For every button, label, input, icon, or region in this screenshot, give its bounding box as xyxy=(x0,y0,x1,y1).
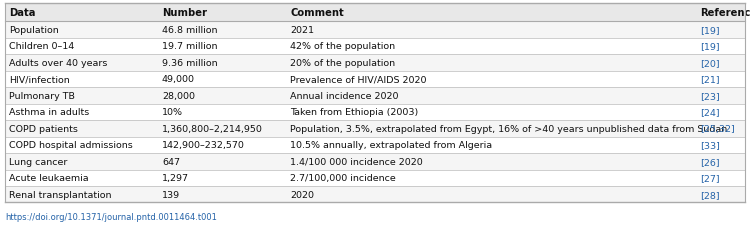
Bar xyxy=(696,104,745,121)
Text: Data: Data xyxy=(9,8,35,18)
Bar xyxy=(696,38,745,55)
Bar xyxy=(696,55,745,71)
Text: [23]: [23] xyxy=(700,91,719,100)
Text: Lung cancer: Lung cancer xyxy=(9,157,68,166)
Bar xyxy=(286,137,696,153)
Bar xyxy=(158,137,286,153)
Bar xyxy=(5,170,158,186)
Text: Pulmonary TB: Pulmonary TB xyxy=(9,91,75,100)
Bar xyxy=(5,22,158,38)
Bar xyxy=(286,88,696,104)
Bar xyxy=(286,170,696,186)
Bar xyxy=(696,4,745,22)
Bar xyxy=(158,170,286,186)
Text: https://doi.org/10.1371/journal.pntd.0011464.t001: https://doi.org/10.1371/journal.pntd.001… xyxy=(5,212,217,222)
Text: [21]: [21] xyxy=(700,75,719,84)
Text: Asthma in adults: Asthma in adults xyxy=(9,108,89,117)
Text: 19.7 million: 19.7 million xyxy=(162,42,218,51)
Bar xyxy=(696,170,745,186)
Bar xyxy=(696,88,745,104)
Bar xyxy=(158,71,286,88)
Text: Acute leukaemia: Acute leukaemia xyxy=(9,173,88,183)
Bar xyxy=(5,71,158,88)
Text: [20]: [20] xyxy=(700,59,719,67)
Text: 142,900–232,570: 142,900–232,570 xyxy=(162,141,244,150)
Text: Number: Number xyxy=(162,8,207,18)
Bar xyxy=(286,55,696,71)
Text: Taken from Ethiopia (2003): Taken from Ethiopia (2003) xyxy=(290,108,418,117)
Bar xyxy=(286,153,696,170)
Text: HIV/infection: HIV/infection xyxy=(9,75,70,84)
Text: Prevalence of HIV/AIDS 2020: Prevalence of HIV/AIDS 2020 xyxy=(290,75,427,84)
Bar xyxy=(5,121,158,137)
Bar xyxy=(696,71,745,88)
Text: 28,000: 28,000 xyxy=(162,91,195,100)
Text: 46.8 million: 46.8 million xyxy=(162,26,218,35)
Text: [25,32]: [25,32] xyxy=(700,124,734,133)
Bar xyxy=(5,153,158,170)
Text: Population, 3.5%, extrapolated from Egypt, 16% of >40 years unpublished data fro: Population, 3.5%, extrapolated from Egyp… xyxy=(290,124,728,133)
Bar xyxy=(286,38,696,55)
Bar xyxy=(286,4,696,22)
Text: 49,000: 49,000 xyxy=(162,75,195,84)
Text: 647: 647 xyxy=(162,157,180,166)
Text: [26]: [26] xyxy=(700,157,719,166)
Bar xyxy=(158,4,286,22)
Bar xyxy=(5,137,158,153)
Text: [24]: [24] xyxy=(700,108,719,117)
Text: Adults over 40 years: Adults over 40 years xyxy=(9,59,107,67)
Text: 10%: 10% xyxy=(162,108,183,117)
Text: Population: Population xyxy=(9,26,58,35)
Bar xyxy=(5,55,158,71)
Text: 1,360,800–2,214,950: 1,360,800–2,214,950 xyxy=(162,124,262,133)
Text: [27]: [27] xyxy=(700,173,719,183)
Text: [28]: [28] xyxy=(700,190,719,199)
Bar xyxy=(696,22,745,38)
Text: 1,297: 1,297 xyxy=(162,173,189,183)
Text: Comment: Comment xyxy=(290,8,344,18)
Bar xyxy=(286,121,696,137)
Bar xyxy=(158,22,286,38)
Bar xyxy=(696,121,745,137)
Text: [19]: [19] xyxy=(700,42,719,51)
Bar xyxy=(158,55,286,71)
Bar xyxy=(158,38,286,55)
Bar xyxy=(158,153,286,170)
Bar xyxy=(5,4,158,22)
Bar xyxy=(158,121,286,137)
Text: Children 0–14: Children 0–14 xyxy=(9,42,74,51)
Text: 2020: 2020 xyxy=(290,190,314,199)
Bar xyxy=(286,71,696,88)
Bar xyxy=(286,22,696,38)
Bar xyxy=(696,186,745,203)
Text: 9.36 million: 9.36 million xyxy=(162,59,218,67)
Bar xyxy=(5,186,158,203)
Bar xyxy=(5,104,158,121)
Text: 42% of the population: 42% of the population xyxy=(290,42,395,51)
Bar xyxy=(286,104,696,121)
Text: 2.7/100,000 incidence: 2.7/100,000 incidence xyxy=(290,173,396,183)
Bar xyxy=(5,38,158,55)
Text: 20% of the population: 20% of the population xyxy=(290,59,395,67)
Text: Renal transplantation: Renal transplantation xyxy=(9,190,112,199)
Text: COPD hospital admissions: COPD hospital admissions xyxy=(9,141,133,150)
Text: 139: 139 xyxy=(162,190,180,199)
Text: Annual incidence 2020: Annual incidence 2020 xyxy=(290,91,399,100)
Text: [33]: [33] xyxy=(700,141,719,150)
Bar xyxy=(158,88,286,104)
Bar xyxy=(696,153,745,170)
Text: Reference: Reference xyxy=(700,8,750,18)
Bar xyxy=(158,186,286,203)
Text: [19]: [19] xyxy=(700,26,719,35)
Text: COPD patients: COPD patients xyxy=(9,124,78,133)
Bar xyxy=(286,186,696,203)
Text: 10.5% annually, extrapolated from Algeria: 10.5% annually, extrapolated from Algeri… xyxy=(290,141,492,150)
Bar xyxy=(696,137,745,153)
Text: 1.4/100 000 incidence 2020: 1.4/100 000 incidence 2020 xyxy=(290,157,423,166)
Bar xyxy=(5,88,158,104)
Text: 2021: 2021 xyxy=(290,26,314,35)
Bar xyxy=(158,104,286,121)
